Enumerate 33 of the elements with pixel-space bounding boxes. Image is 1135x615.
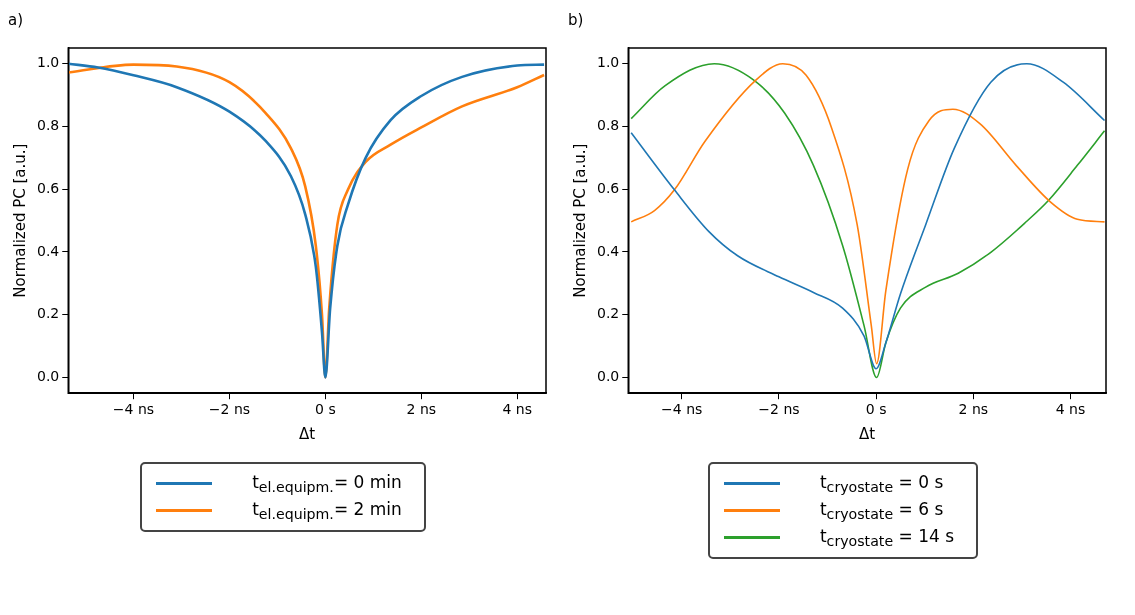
y-tick-label: 0.4 <box>37 242 60 259</box>
x-tick-label: 0 s <box>315 401 336 418</box>
y-tick-label: 0.0 <box>597 368 620 385</box>
x-axis-title: Δt <box>299 424 316 443</box>
y-tick-label: 0.2 <box>37 305 60 322</box>
x-tick-label: 4 ns <box>1055 401 1086 418</box>
legend-label: t$_{el.equipm.}$= 0 min <box>252 471 402 496</box>
legend-label: t$_{cryostate}$ = 14 s <box>819 525 955 550</box>
y-tick-label: 0.4 <box>597 242 620 259</box>
y-tick-label: 0.6 <box>597 179 620 196</box>
x-tick-label: 2 ns <box>958 401 989 418</box>
y-tick-label: 0.2 <box>597 305 620 322</box>
x-tick-label: 4 ns <box>502 401 532 418</box>
x-tick-label: −4 ns <box>661 401 703 418</box>
y-tick-label: 0.0 <box>37 368 60 385</box>
y-axis-title: Normalized PC [a.u.] <box>10 143 29 298</box>
y-tick-label: 1.0 <box>37 54 60 71</box>
chart-title: b) <box>568 10 584 29</box>
y-tick-label: 1.0 <box>597 54 620 71</box>
y-tick-label: 0.6 <box>37 179 60 196</box>
y-axis-title: Normalized PC [a.u.] <box>570 143 589 298</box>
x-tick-label: 2 ns <box>406 401 437 418</box>
y-tick-label: 0.8 <box>597 117 620 134</box>
x-tick-label: 0 s <box>865 401 887 418</box>
y-tick-label: 0.8 <box>37 117 60 134</box>
legend-label: t$_{cryostate}$ = 0 s <box>819 471 944 496</box>
x-tick-label: −2 ns <box>758 401 800 418</box>
x-tick-label: −4 ns <box>112 401 155 418</box>
x-axis-title: Δt <box>859 424 876 443</box>
x-tick-label: −2 ns <box>208 401 251 418</box>
legend-label: t$_{cryostate}$ = 6 s <box>819 498 944 523</box>
chart-title: a) <box>8 10 24 29</box>
legend-label: t$_{el.equipm.}$= 2 min <box>252 498 402 523</box>
